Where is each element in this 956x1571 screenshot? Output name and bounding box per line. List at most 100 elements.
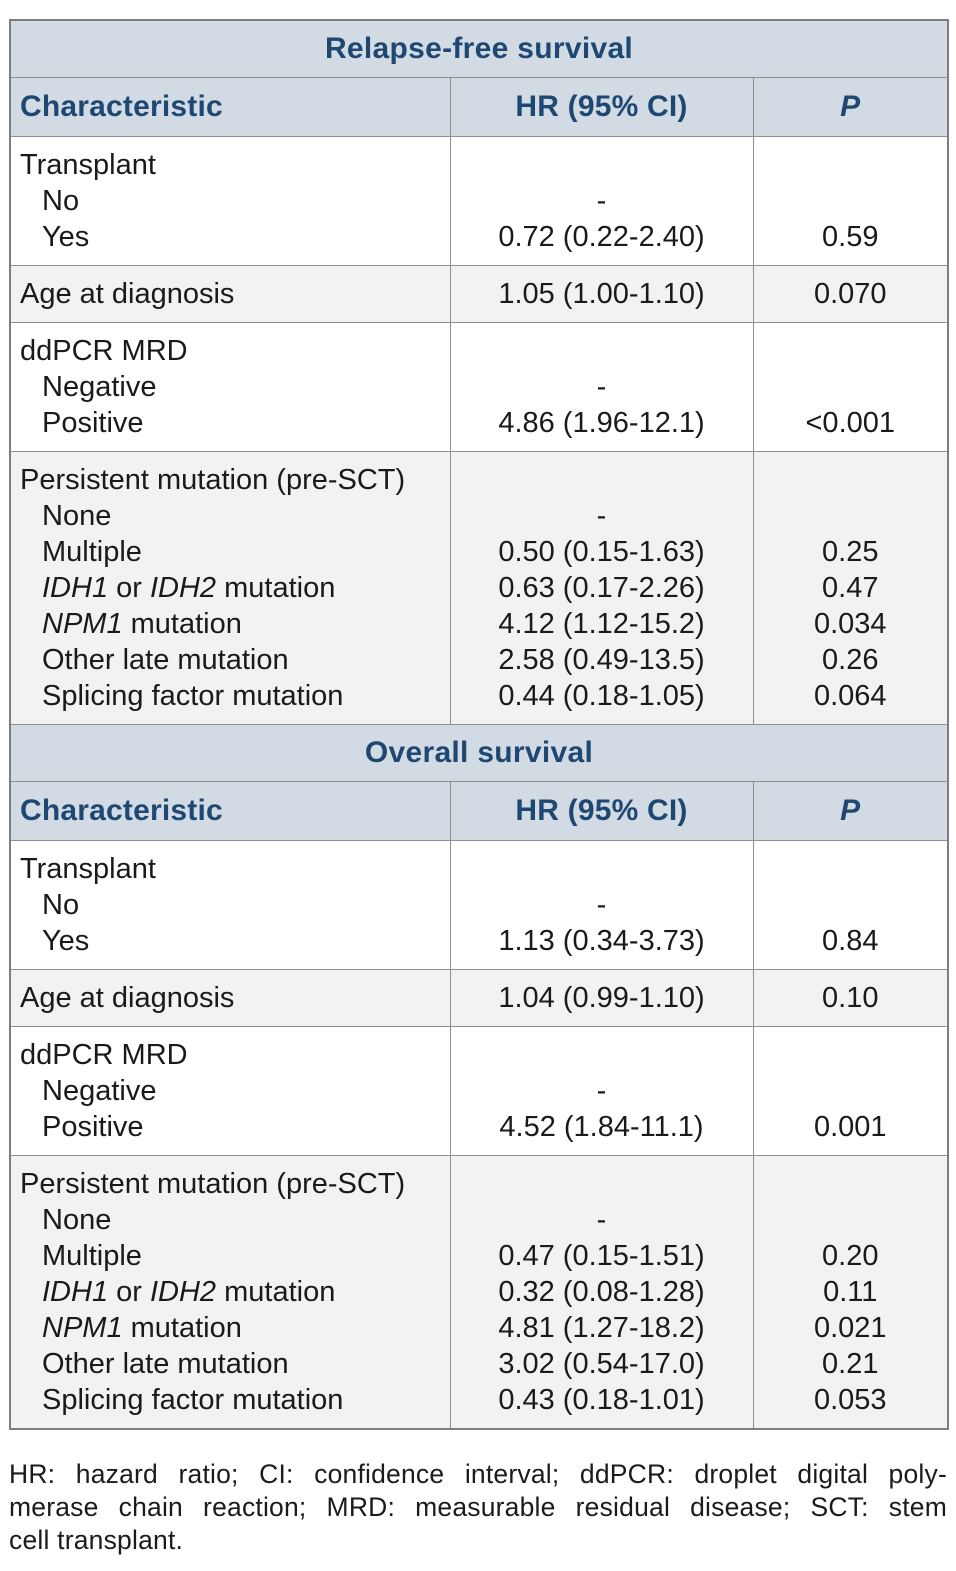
p-value: 0.47 xyxy=(822,571,879,604)
p-value: 0.84 xyxy=(822,924,879,957)
p-value: 0.25 xyxy=(822,535,879,568)
p-value xyxy=(754,851,948,887)
characteristic-cell: Age at diagnosis xyxy=(9,968,451,1027)
row-label: Negative xyxy=(11,1073,450,1109)
column-header-characteristic: Characteristic xyxy=(9,780,451,841)
table-footnote: HR: hazard ratio; CI: confidence interva… xyxy=(9,1458,947,1557)
hr-cell: -1.13 (0.34-3.73) xyxy=(449,839,754,970)
p-value: 0.001 xyxy=(813,1110,887,1143)
p-value xyxy=(754,1166,948,1202)
gene-name: NPM1 xyxy=(42,607,123,640)
row-label: Positive xyxy=(11,405,450,441)
section-title: Relapse-free survival xyxy=(9,19,949,78)
row-label: Multiple xyxy=(11,534,450,570)
section-title: Overall survival xyxy=(9,723,949,782)
label-text: Positive xyxy=(42,406,144,439)
gene-name: IDH2 xyxy=(149,571,217,604)
label-text: Transplant xyxy=(20,148,156,181)
hr-value xyxy=(451,333,753,369)
row-label: NPM1 mutation xyxy=(11,1310,450,1346)
label-text: None xyxy=(42,499,112,532)
p-value: 0.064 xyxy=(813,679,887,712)
hr-cell: -0.72 (0.22-2.40) xyxy=(449,135,754,266)
label-text: mutation xyxy=(122,1311,242,1344)
hr-value: 0.32 (0.08-1.28) xyxy=(498,1275,705,1308)
p-value xyxy=(754,462,948,498)
row-label: Splicing factor mutation xyxy=(11,1382,450,1418)
p-value xyxy=(754,147,948,183)
data-group-row: Transplant No Yes -0.72 (0.22-2.40) 0.59 xyxy=(9,135,949,266)
p-value xyxy=(754,1037,948,1073)
hr-value xyxy=(451,1166,753,1202)
table-body: Relapse-free survival Characteristic HR (9… xyxy=(9,19,949,1429)
label-text: No xyxy=(42,888,80,921)
hr-value xyxy=(451,851,753,887)
characteristic-cell: Persistent mutation (pre-SCT) None Multipl… xyxy=(9,450,451,725)
label-text: mutation xyxy=(216,1275,336,1308)
row-label: Negative xyxy=(11,369,450,405)
hr-value: 4.81 (1.27-18.2) xyxy=(498,1311,705,1344)
hr-value: 0.72 (0.22-2.40) xyxy=(498,220,705,253)
p-value: 0.070 xyxy=(813,277,887,310)
hr-value: 1.05 (1.00-1.10) xyxy=(498,277,705,310)
p-value: <0.001 xyxy=(805,406,896,439)
label-text: No xyxy=(42,184,80,217)
p-value xyxy=(754,498,948,534)
hr-value: - xyxy=(596,1074,607,1107)
column-header-characteristic: Characteristic xyxy=(9,76,451,137)
hr-value: 4.86 (1.96-12.1) xyxy=(498,406,705,439)
p-cell: 0.20 0.11 0.021 0.21 0.053 xyxy=(752,1154,949,1429)
label-text: ddPCR MRD xyxy=(20,334,188,367)
hr-value: - xyxy=(596,370,607,403)
data-group-row: Age at diagnosis 1.04 (0.99-1.10) 0.10 xyxy=(9,968,949,1027)
hr-value: 4.52 (1.84-11.1) xyxy=(499,1110,704,1143)
hr-value xyxy=(451,1037,753,1073)
label-text: Persistent mutation (pre-SCT) xyxy=(20,1167,406,1200)
p-value xyxy=(754,369,948,405)
p-cell: 0.10 xyxy=(752,968,949,1027)
p-value xyxy=(754,333,948,369)
hr-value: 1.13 (0.34-3.73) xyxy=(498,924,705,957)
label-text: Transplant xyxy=(20,852,156,885)
footnote-line-1: HR: hazard ratio; CI: confidence interva… xyxy=(9,1459,947,1489)
gene-name: IDH1 xyxy=(42,571,109,604)
p-value: 0.21 xyxy=(822,1347,879,1380)
p-value xyxy=(754,183,948,219)
characteristic-cell: Transplant No Yes xyxy=(9,839,451,970)
row-label: Transplant xyxy=(11,147,450,183)
column-header-hr: HR (95% CI) xyxy=(449,76,754,137)
label-text: mutation xyxy=(122,607,242,640)
row-label: Other late mutation xyxy=(11,1346,450,1382)
label-text: Negative xyxy=(42,370,157,403)
characteristic-cell: Transplant No Yes xyxy=(9,135,451,266)
p-value xyxy=(754,1202,948,1238)
row-label: Age at diagnosis xyxy=(11,276,450,312)
p-value: 0.053 xyxy=(813,1383,887,1416)
hr-cell: -4.52 (1.84-11.1) xyxy=(449,1025,754,1156)
label-text: Splicing factor mutation xyxy=(42,1383,344,1416)
label-text: Yes xyxy=(42,220,90,253)
p-value xyxy=(754,887,948,923)
row-label: No xyxy=(11,887,450,923)
row-label: Transplant xyxy=(11,851,450,887)
data-group-row: Transplant No Yes -1.13 (0.34-3.73) 0.84 xyxy=(9,839,949,970)
footnote-line-3: cell transplant. xyxy=(9,1525,184,1555)
hr-value: 1.04 (0.99-1.10) xyxy=(498,981,705,1014)
p-cell: <0.001 xyxy=(752,321,949,452)
p-value: 0.20 xyxy=(822,1239,879,1272)
label-text: or xyxy=(108,571,150,604)
row-label: IDH1 or IDH2 mutation xyxy=(11,1274,450,1310)
row-label: Splicing factor mutation xyxy=(11,678,450,714)
data-group-row: ddPCR MRD Negative Positive -4.86 (1.96-12.… xyxy=(9,321,949,452)
column-header-row: Characteristic HR (95% CI) P xyxy=(9,76,949,137)
label-text: mutation xyxy=(216,571,336,604)
column-header-row: Characteristic HR (95% CI) P xyxy=(9,780,949,841)
label-text: Other late mutation xyxy=(42,1347,289,1380)
row-label: ddPCR MRD xyxy=(11,1037,450,1073)
label-text: Age at diagnosis xyxy=(20,277,235,310)
survival-tables: Relapse-free survival Characteristic HR (9… xyxy=(9,19,950,1430)
column-header-hr: HR (95% CI) xyxy=(449,780,754,841)
row-label: Yes xyxy=(11,219,450,255)
section-header-row: Overall survival xyxy=(9,723,949,782)
